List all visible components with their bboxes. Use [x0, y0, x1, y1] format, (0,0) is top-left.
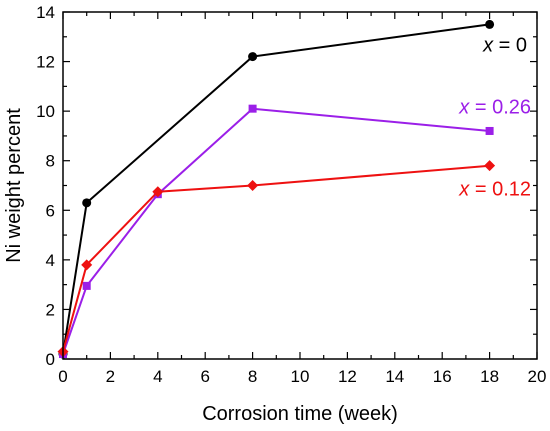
x-tick-label: 0 — [58, 367, 67, 386]
series-labels: x = 0x = 0.26x = 0.12 — [458, 35, 531, 201]
y-tick-label: 8 — [46, 152, 55, 171]
series-line — [62, 107, 490, 355]
x-tick-label: 20 — [528, 367, 547, 386]
axis-ticks: 0 2 4 6 8 10 12 14 16 18 20 0 2 4 6 8 10 12 14 — [36, 3, 546, 386]
y-tick-label: 6 — [46, 201, 55, 220]
x-tick-label: 14 — [385, 367, 404, 386]
series-label-1: x = 0.26 — [458, 97, 531, 119]
plot-frame — [62, 11, 538, 360]
x-tick-label: 6 — [200, 367, 209, 386]
data-point-square — [248, 104, 257, 113]
y-tick-label: 12 — [36, 53, 55, 72]
data-point-circle — [248, 52, 258, 62]
x-tick-label: 10 — [291, 367, 310, 386]
data-point-square — [485, 126, 494, 135]
y-tick-label: 2 — [46, 300, 55, 319]
x-tick-label: 2 — [106, 367, 115, 386]
y-tick-label: 14 — [36, 3, 55, 22]
data-point-diamond — [152, 186, 164, 198]
series-2 — [57, 160, 496, 358]
data-point-circle — [82, 198, 92, 208]
series-label-value: = 0.26 — [469, 97, 531, 119]
series-line — [62, 23, 490, 355]
data-point-diamond — [81, 259, 93, 271]
data-point-square — [82, 281, 91, 290]
x-tick-label: 16 — [433, 367, 452, 386]
data-point-diamond — [484, 160, 496, 172]
x-axis-label: Corrosion time (week) — [202, 403, 398, 425]
series-1 — [59, 104, 494, 359]
data-point-diamond — [247, 180, 259, 191]
series-label-variable: x — [458, 97, 470, 119]
y-tick-label: 4 — [46, 251, 55, 270]
series-label-value: = 0.12 — [469, 178, 531, 200]
series-label-variable: x — [482, 35, 494, 57]
series-label-0: x = 0 — [482, 35, 527, 57]
y-axis-label: Ni weight percent — [3, 108, 25, 263]
x-tick-label: 8 — [248, 367, 257, 386]
y-tick-label: 10 — [36, 102, 55, 121]
x-tick-label: 12 — [338, 367, 357, 386]
series-label-2: x = 0.12 — [458, 178, 531, 200]
y-tick-label: 0 — [46, 350, 55, 369]
chart-series — [57, 19, 496, 359]
x-tick-label: 18 — [480, 367, 499, 386]
series-label-variable: x — [458, 178, 470, 200]
data-point-circle — [485, 19, 495, 29]
series-0 — [58, 19, 495, 359]
series-line — [62, 164, 490, 352]
series-label-value: = 0 — [493, 35, 527, 57]
x-tick-label: 4 — [153, 367, 162, 386]
